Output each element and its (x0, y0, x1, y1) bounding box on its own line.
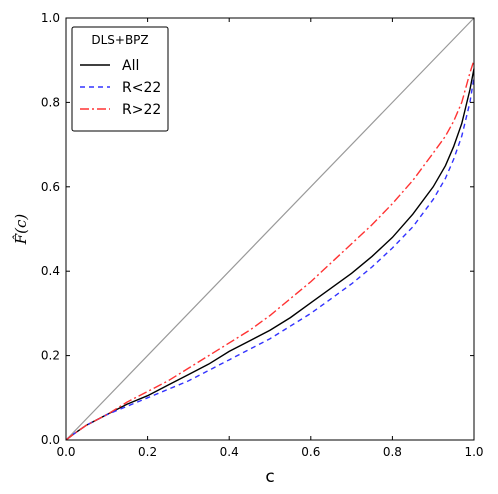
legend-label: R<22 (122, 80, 161, 96)
x-tick-label: 0.4 (220, 445, 239, 459)
y-tick-label: 0.8 (41, 95, 60, 109)
series-line-all (65, 68, 475, 441)
series-layer (65, 17, 475, 441)
legend-box (71, 26, 169, 132)
legend-items: All R<22 R>22 (80, 58, 161, 118)
series-line-diagonal (65, 17, 475, 441)
series-line-r-22 (65, 59, 475, 441)
legend: DLS+BPZ All R<22 R>22 (71, 26, 169, 132)
ticks-layer: 0.0 0.2 0.4 0.6 0.8 1.0 0.0 0.2 0.4 0.6 0.8 1.0 (41, 11, 484, 459)
series-line-r-22 (65, 76, 475, 441)
plot-frame (65, 17, 475, 441)
legend-title: DLS+BPZ (91, 33, 148, 47)
y-tick-label: 0.4 (41, 264, 60, 278)
y-axis-label: F̂(c) (12, 214, 30, 246)
y-tick-label: 0.6 (41, 180, 60, 194)
x-tick-label: 0.2 (138, 445, 157, 459)
x-tick-label: 0.0 (56, 445, 75, 459)
x-tick-label: 0.8 (383, 445, 402, 459)
x-tick-label: 0.6 (301, 445, 320, 459)
legend-label: R>22 (122, 102, 161, 118)
y-tick-label: 0.2 (41, 349, 60, 363)
y-tick-label: 1.0 (41, 11, 60, 25)
y-tick-label: 0.0 (41, 433, 60, 447)
x-tick-label: 1.0 (464, 445, 483, 459)
x-axis-label: c (265, 467, 274, 487)
legend-label: All (122, 58, 139, 74)
